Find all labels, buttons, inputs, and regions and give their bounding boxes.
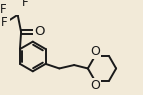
- Text: O: O: [90, 45, 100, 58]
- Text: F: F: [22, 0, 29, 9]
- Text: O: O: [34, 25, 45, 38]
- Text: F: F: [1, 16, 7, 29]
- Text: O: O: [90, 79, 100, 92]
- Text: F: F: [0, 3, 6, 16]
